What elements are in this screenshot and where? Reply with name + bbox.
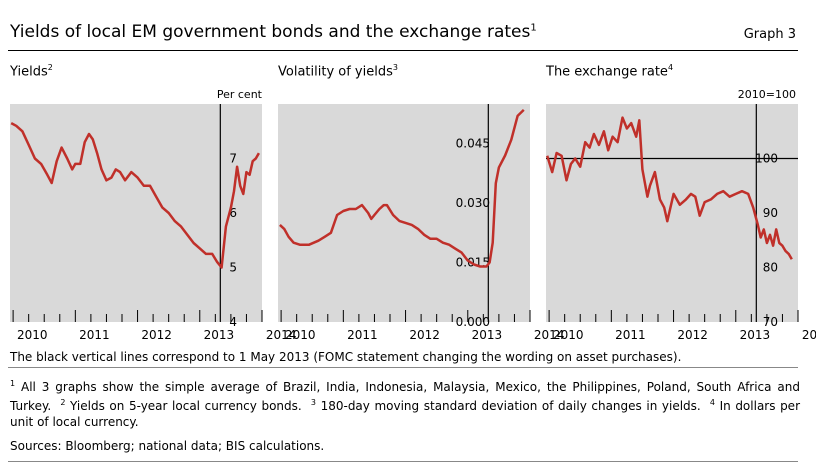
y-tick-label: 7 [229,152,237,166]
x-tick-label: 2010 [553,328,584,342]
x-tick-label: 2013 [204,328,235,342]
y-tick-label: 70 [763,315,778,329]
plot-area-3 [546,104,798,322]
vline-note: The black vertical lines correspond to 1… [10,350,682,364]
x-tick-label: 2011 [79,328,110,342]
y-tick-label: 0.045 [456,137,490,151]
y-tick-label: 90 [763,206,778,220]
x-tick-label: 2010 [285,328,316,342]
x-tick-label: 2012 [677,328,708,342]
x-tick-label: 2014 [802,328,816,342]
panel-2-title: Volatility of yields3 [278,63,398,80]
x-tick-label: 2010 [17,328,48,342]
panel-3-unit: 2010=100 [737,88,796,101]
plot-area-1 [10,104,262,322]
x-tick-label: 2012 [141,328,172,342]
x-tick-label: 2012 [409,328,440,342]
y-tick-label: 80 [763,261,778,275]
x-tick-label: 2014 [266,328,297,342]
graph-number: Graph 3 [743,27,796,42]
x-tick-label: 2014 [534,328,565,342]
y-tick-label: 6 [229,206,237,220]
x-tick-label: 2011 [347,328,378,342]
series-line [10,122,260,269]
plot-area-2 [278,104,530,322]
y-tick-label: 0.030 [456,196,490,210]
panel-1-unit: Per cent [216,88,262,101]
x-tick-label: 2013 [740,328,771,342]
panel-3-title: The exchange rate4 [546,63,674,80]
x-tick-label: 2011 [615,328,646,342]
y-tick-label: 4 [229,315,237,329]
title-rule [8,50,798,51]
sources: Sources: Bloomberg; national data; BIS c… [10,439,325,453]
charts-svg: 2010 2011 2012 2013 2014 4 5 6 7 2010 2011 2012 2013… [10,104,816,342]
y-tick-label: 5 [229,261,237,275]
graph-title: Yields of local EM government bonds and … [10,22,537,42]
panel-1-title: Yields2 [10,63,53,80]
footnotes: 1 All 3 graphs show the simple average o… [10,379,801,429]
series-line [546,116,793,260]
series-line [279,109,525,268]
bottom-rule [8,461,798,462]
note-rule [8,367,798,368]
y-tick-label: 0.000 [456,315,490,329]
x-tick-label: 2013 [472,328,503,342]
